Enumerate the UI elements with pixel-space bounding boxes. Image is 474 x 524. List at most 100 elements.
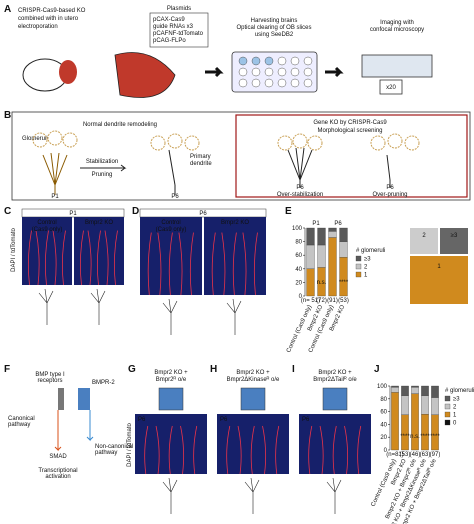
neurite [237,425,242,475]
tracing [90,288,106,325]
micrograph [22,217,72,285]
micrograph [135,414,207,474]
bar-segment [391,385,399,388]
arrow [80,164,127,172]
y-tick-label: 40 [380,422,387,428]
stage: P6 [386,185,394,191]
neurite [275,425,280,475]
legend-title: # glomeruli [445,388,474,394]
stage: P6 [296,185,304,191]
label: BMP type I [35,372,65,378]
neurite [250,425,255,475]
well [303,67,313,77]
stain-label: DAPI / tdTomato [127,422,133,466]
n-label: (91) [327,298,338,304]
neurite [96,230,101,286]
embryos [59,60,77,84]
column-label: (Cas9 only) [32,227,63,233]
tracing [244,477,260,514]
column-title: Bmpr2 KO + [154,370,188,376]
objective-label: x20 [386,85,396,91]
step-text: Harvesting brains [251,18,298,24]
plasmid-box [149,12,209,48]
bar-segment [431,385,439,398]
tracing [162,298,178,335]
neurite [104,230,109,286]
bar-segment [401,395,409,415]
panel-label: G [128,364,136,375]
stage-bar [21,208,125,218]
schema-box [440,228,468,254]
caption: electroporation [18,24,58,30]
legend-label: 0 [453,421,457,427]
annotation: **** [400,434,410,440]
legend-label: ≥3 [453,397,460,403]
schema-label: ≥3 [451,233,458,239]
bar-segment [401,385,409,396]
stage: P6 [199,211,207,217]
neurite [35,230,40,286]
column-label: Control [161,220,180,226]
stage: P6 [138,417,146,423]
panel-label: H [210,364,217,375]
well [264,56,274,66]
bar-segment [431,414,439,451]
label: Glomeruli [22,136,48,142]
bar-segment [306,244,315,269]
neurite [79,230,84,286]
well [238,56,248,66]
receptor-2 [78,388,90,410]
y-tick-label: 80 [295,240,302,246]
column-title: Bmpr2ᴿ o/e [156,376,187,383]
micrograph [204,217,266,295]
panel-label: B [4,110,11,121]
label: SMAD [49,454,67,460]
bar-segment [421,414,429,451]
legend-title: # glomeruli [356,248,385,254]
annotation: n.s. [410,434,420,440]
schema-box [410,228,438,254]
column-label: Control [37,220,56,226]
label: pathway [8,422,30,428]
well [277,56,287,66]
step-text: confocal microscopy [370,27,424,33]
well [264,67,274,77]
neuron-prune [386,154,391,188]
neurite [344,425,349,475]
label: Over-pruning [372,192,407,198]
n-label: (46) [410,452,421,458]
y-tick-label: 20 [295,280,302,286]
neurite [44,230,49,286]
legend-swatch [355,263,362,270]
panel-b-frame [11,111,471,201]
n-label: (n=81) [386,452,404,458]
stage: P6 [171,194,179,200]
legend-swatch [444,403,451,410]
glomerulus [370,135,386,151]
well [290,56,300,66]
column-label: Bmpr2 KO [221,220,249,226]
well [238,67,248,77]
tracing [162,477,178,514]
neurite [226,425,231,475]
y-tick-label: 20 [380,435,387,441]
neurite [168,425,173,475]
well [264,78,274,88]
group-label: P1 [312,221,320,227]
y-tick-label: 0 [299,294,303,300]
tracing [226,298,242,335]
n-label: (63) [420,452,431,458]
glomerulus [277,135,293,151]
legend-swatch [444,395,451,402]
panel-label: D [132,206,139,217]
bar-segment [391,392,399,451]
label: pathway [95,450,117,456]
legend-label: 2 [364,265,368,271]
caption: combined with in utero [18,16,79,22]
y-tick-label: 40 [295,267,302,273]
well [277,67,287,77]
bar-segment [401,414,409,451]
neurite [27,230,32,286]
